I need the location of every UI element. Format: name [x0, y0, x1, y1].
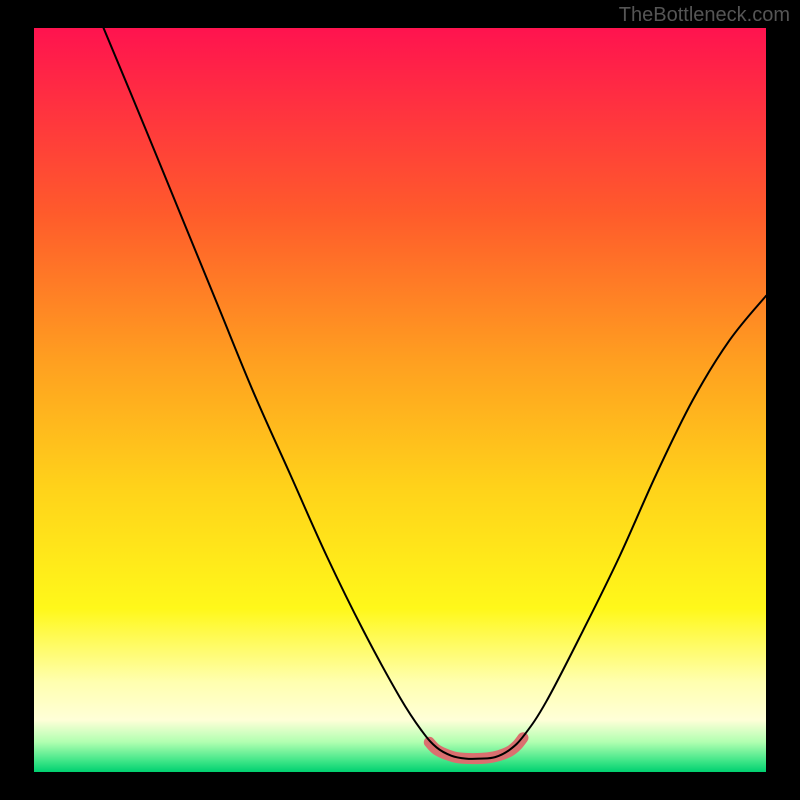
gradient-background	[34, 28, 766, 772]
watermark-text: TheBottleneck.com	[619, 4, 790, 27]
chart-svg	[34, 28, 766, 772]
chart-plot-area	[34, 28, 766, 772]
